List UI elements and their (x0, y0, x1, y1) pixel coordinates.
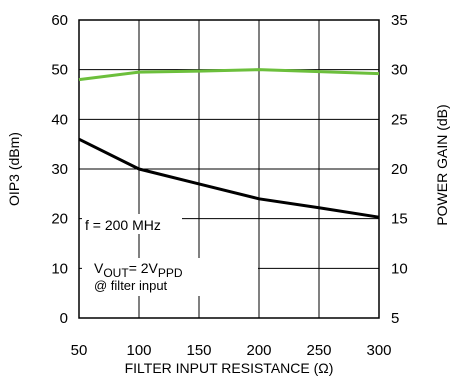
y2-tick-label: 35 (391, 12, 408, 29)
y2-tick-label: 30 (391, 62, 408, 79)
y-tick-label: 40 (51, 111, 68, 128)
y2-tick-label: 5 (391, 310, 399, 327)
x-tick-label: 300 (366, 342, 391, 359)
x-tick-label: 250 (306, 342, 331, 359)
series-lines (78, 68, 380, 219)
y-tick-label: 60 (51, 12, 68, 29)
vout-eq: = 2V (129, 260, 159, 276)
x-tick-label: 150 (186, 342, 211, 359)
freq-annotation-bg (82, 214, 182, 234)
vout-v: V (94, 260, 104, 276)
y-axis-title: OIP3 (dBm) (6, 132, 22, 206)
x-tick-label: 100 (126, 342, 151, 359)
x-axis-title: FILTER INPUT RESISTANCE (Ω) (125, 360, 334, 376)
y2-tick-label: 20 (391, 161, 408, 178)
vout-annotation-bg (82, 258, 258, 296)
plot-frame (78, 19, 380, 319)
vout-sub-out: OUT (103, 266, 129, 280)
y-tick-label: 30 (51, 161, 68, 178)
vout-sub-ppd: PPD (158, 266, 183, 280)
y2-tick-label: 15 (391, 211, 408, 228)
vout-note: @ filter input (94, 278, 168, 293)
vout-annotation: VOUT= 2VPPD (94, 260, 183, 280)
tick-labels: 50 100 150 200 250 300 0 10 20 30 40 50 60 5 10 15 20 25 3… (51, 12, 407, 359)
y-tick-label: 10 (51, 260, 68, 277)
freq-annotation: f = 200 MHz (85, 217, 161, 233)
y-tick-label: 20 (51, 211, 68, 228)
x-tick-label: 50 (71, 342, 88, 359)
y-tick-label: 50 (51, 62, 68, 79)
power-gain-series-line (78, 68, 380, 82)
y2-tick-label: 10 (391, 260, 408, 277)
oip3-series-line (78, 137, 380, 219)
y2-tick-label: 25 (391, 111, 408, 128)
x-tick-label: 200 (246, 342, 271, 359)
y2-axis-title: POWER GAIN (dB) (434, 104, 450, 225)
y-tick-label: 0 (60, 310, 68, 327)
